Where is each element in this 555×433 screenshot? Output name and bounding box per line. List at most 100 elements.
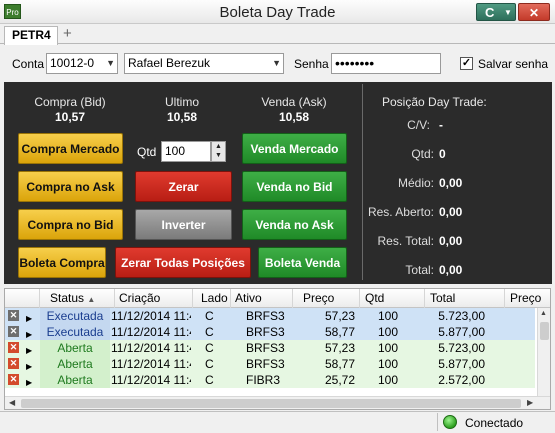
- inverter-button[interactable]: Inverter: [135, 209, 232, 240]
- col-actions[interactable]: [5, 289, 40, 308]
- status-cell: Executada: [40, 308, 110, 324]
- medio-label: Médio:: [397, 176, 434, 190]
- cancel-icon[interactable]: ✕: [8, 358, 19, 369]
- scroll-thumb[interactable]: [540, 322, 549, 340]
- scroll-up-icon[interactable]: ▲: [540, 310, 547, 317]
- scroll-right-icon[interactable]: ▶: [527, 398, 534, 407]
- scroll-left-icon[interactable]: ◀: [9, 398, 16, 407]
- col-lado[interactable]: Lado: [193, 289, 231, 308]
- res-aberto-value: 0,00: [439, 205, 463, 219]
- table-row[interactable]: ✕ ▶ Aberta 11/12/2014 11:4 C BRFS3 58,77…: [5, 356, 535, 372]
- total-value: 0,00: [439, 263, 463, 277]
- panel-divider: [362, 84, 363, 280]
- qtd-label: Qtd: [137, 145, 157, 159]
- boleta-compra-button[interactable]: Boleta Compra: [18, 247, 106, 278]
- boleta-venda-button[interactable]: Boleta Venda: [258, 247, 347, 278]
- venda-mercado-button[interactable]: Venda Mercado: [242, 133, 347, 164]
- connection-status-icon: [443, 415, 457, 429]
- col-status-label: Status: [50, 291, 85, 305]
- spin-up-icon[interactable]: ▲: [215, 143, 222, 150]
- res-aberto-label: Res. Aberto:: [367, 205, 434, 219]
- cancel-icon[interactable]: ✕: [8, 342, 19, 353]
- ativo-cell: BRFS3: [246, 325, 285, 339]
- col-qtd[interactable]: Qtd: [360, 289, 425, 308]
- preco-cell: 58,77: [324, 357, 355, 371]
- status-cell: Executada: [40, 324, 110, 340]
- total-cell: 5.877,00: [438, 325, 485, 339]
- close-button[interactable]: ✕: [518, 3, 550, 21]
- hscroll-thumb[interactable]: [21, 399, 521, 408]
- total-label: Total:: [405, 263, 434, 277]
- lado-cell: C: [205, 373, 214, 387]
- res-total-label: Res. Total:: [377, 234, 434, 248]
- ask-label: Venda (Ask): [261, 95, 327, 109]
- status-separator: [437, 413, 438, 431]
- venda-bid-button[interactable]: Venda no Bid: [242, 171, 347, 202]
- ativo-cell: FIBR3: [246, 373, 281, 387]
- sort-up-icon: ▲: [87, 295, 96, 304]
- app-icon: Pro: [4, 4, 21, 19]
- compra-bid-button[interactable]: Compra no Bid: [18, 209, 123, 240]
- conta-select[interactable]: 10012-0 ▼: [46, 53, 118, 74]
- col-status[interactable]: Status ▲: [40, 289, 115, 308]
- bid-label: Compra (Bid): [34, 95, 106, 109]
- chevron-down-icon: ▼: [272, 58, 281, 68]
- tab-petr4[interactable]: PETR4: [4, 26, 58, 45]
- bid-value: 10,57: [54, 110, 86, 124]
- play-icon[interactable]: ▶: [26, 330, 33, 339]
- col-preco[interactable]: Preço: [293, 289, 360, 308]
- lado-cell: C: [205, 325, 214, 339]
- name-value: Rafael Berezuk: [128, 56, 211, 70]
- cancel-icon[interactable]: ✕: [8, 326, 19, 337]
- lado-cell: C: [205, 309, 214, 323]
- vertical-scrollbar[interactable]: ▲: [537, 308, 550, 396]
- play-icon[interactable]: ▶: [26, 378, 33, 387]
- save-password-checkbox[interactable]: ✓: [460, 57, 473, 70]
- cancel-icon[interactable]: ✕: [8, 310, 19, 321]
- compra-mercado-button[interactable]: Compra Mercado: [18, 133, 123, 164]
- medio-value: 0,00: [439, 176, 463, 190]
- table-row[interactable]: ✕ ▶ Executada 11/12/2014 11:4 C BRFS3 57…: [5, 308, 535, 324]
- title-bar: [0, 0, 555, 24]
- preco-cell: 58,77: [324, 325, 355, 339]
- spin-down-icon[interactable]: ▼: [215, 152, 222, 159]
- last-value: 10,58: [166, 110, 198, 124]
- venda-ask-button[interactable]: Venda no Ask: [242, 209, 347, 240]
- criacao-cell: 11/12/2014 11:4: [111, 357, 191, 371]
- ask-value: 10,58: [278, 110, 310, 124]
- add-tab-button[interactable]: +: [63, 25, 72, 42]
- compra-ask-button[interactable]: Compra no Ask: [18, 171, 123, 202]
- col-ativo[interactable]: Ativo: [231, 289, 293, 308]
- status-cell: Aberta: [40, 372, 110, 388]
- status-cell: Aberta: [40, 340, 110, 356]
- qtd-input[interactable]: 100: [161, 141, 211, 162]
- zerar-button[interactable]: Zerar: [135, 171, 232, 202]
- col-preco-2[interactable]: Preço: [510, 291, 542, 305]
- chevron-down-icon: ▼: [106, 58, 115, 68]
- name-select[interactable]: Rafael Berezuk ▼: [124, 53, 284, 74]
- qtd-cell: 100: [377, 325, 398, 339]
- status-cell: Aberta: [40, 356, 110, 372]
- chevron-down-icon: ▼: [504, 8, 512, 17]
- qtd-stepper[interactable]: ▲ ▼: [211, 141, 226, 162]
- cancel-icon[interactable]: ✕: [8, 374, 19, 385]
- orders-grid: Status ▲ Criação Lado Ativo Preço Qtd To…: [4, 288, 551, 410]
- conta-label: Conta: [12, 57, 45, 71]
- table-row[interactable]: ✕ ▶ Aberta 11/12/2014 11:4 C BRFS3 57,23…: [5, 340, 535, 356]
- col-total[interactable]: Total: [425, 289, 505, 308]
- play-icon[interactable]: ▶: [26, 346, 33, 355]
- horizontal-scrollbar[interactable]: ◀ ▶: [5, 396, 550, 409]
- total-cell: 2.572,00: [438, 373, 485, 387]
- play-icon[interactable]: ▶: [26, 314, 33, 323]
- preco-cell: 57,23: [324, 309, 355, 323]
- table-row[interactable]: ✕ ▶ Aberta 11/12/2014 11:4 C FIBR3 25,72…: [5, 372, 535, 388]
- total-cell: 5.723,00: [438, 309, 485, 323]
- password-field[interactable]: ••••••••: [331, 53, 441, 74]
- ativo-cell: BRFS3: [246, 357, 285, 371]
- play-icon[interactable]: ▶: [26, 362, 33, 371]
- zerar-todas-button[interactable]: Zerar Todas Posições: [115, 247, 251, 278]
- c-menu-button[interactable]: C ▼: [476, 3, 516, 21]
- lado-cell: C: [205, 341, 214, 355]
- col-criacao[interactable]: Criação: [115, 289, 193, 308]
- table-row[interactable]: ✕ ▶ Executada 11/12/2014 11:4 C BRFS3 58…: [5, 324, 535, 340]
